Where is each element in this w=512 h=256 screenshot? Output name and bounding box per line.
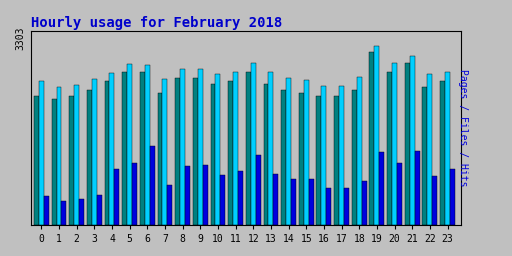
Bar (392, 63, 397, 225)
Text: Hourly usage for February 2018: Hourly usage for February 2018 (31, 16, 282, 29)
Bar (185, 166, 190, 225)
Bar (273, 174, 279, 225)
Bar (255, 155, 261, 225)
Bar (233, 72, 238, 225)
Bar (334, 96, 339, 225)
Bar (299, 93, 304, 225)
Bar (251, 63, 255, 225)
Bar (140, 72, 145, 225)
Bar (34, 96, 39, 225)
Bar (87, 90, 92, 225)
Bar (432, 176, 437, 225)
Bar (110, 73, 115, 225)
Bar (286, 78, 291, 225)
Bar (316, 96, 322, 225)
Bar (79, 199, 84, 225)
Bar (150, 146, 155, 225)
Bar (198, 69, 203, 225)
Bar (379, 152, 385, 225)
Bar (180, 69, 185, 225)
Bar (69, 96, 74, 225)
Bar (52, 99, 56, 225)
Bar (216, 74, 220, 225)
Bar (44, 196, 49, 225)
Bar (445, 71, 450, 225)
Bar (132, 163, 137, 225)
Bar (415, 151, 420, 225)
Bar (97, 195, 102, 225)
Bar (322, 86, 326, 225)
Bar (361, 180, 367, 225)
Bar (304, 80, 309, 225)
Bar (203, 165, 208, 225)
Bar (122, 72, 127, 225)
Bar (238, 171, 243, 225)
Bar (162, 79, 167, 225)
Bar (175, 78, 180, 225)
Bar (428, 74, 432, 225)
Bar (352, 90, 357, 225)
Bar (387, 72, 392, 225)
Bar (228, 81, 233, 225)
Bar (264, 84, 268, 225)
Bar (397, 163, 402, 225)
Bar (344, 188, 349, 225)
Bar (158, 93, 162, 225)
Bar (291, 179, 296, 225)
Bar (115, 169, 119, 225)
Bar (374, 46, 379, 225)
Bar (281, 90, 286, 225)
Bar (422, 87, 428, 225)
Bar (92, 79, 97, 225)
Bar (193, 78, 198, 225)
Bar (56, 87, 61, 225)
Bar (210, 84, 216, 225)
Bar (74, 85, 79, 225)
Bar (104, 81, 110, 225)
Bar (167, 185, 173, 225)
Bar (220, 175, 225, 225)
Bar (370, 51, 374, 225)
Bar (440, 81, 445, 225)
Bar (145, 65, 150, 225)
Bar (61, 200, 67, 225)
Y-axis label: Pages / Files / Hits: Pages / Files / Hits (458, 69, 468, 187)
Bar (127, 65, 132, 225)
Bar (268, 72, 273, 225)
Bar (405, 63, 410, 225)
Bar (326, 188, 331, 225)
Bar (450, 169, 455, 225)
Bar (339, 86, 344, 225)
Bar (39, 81, 44, 225)
Bar (357, 77, 361, 225)
Bar (246, 72, 251, 225)
Bar (309, 179, 314, 225)
Bar (410, 56, 415, 225)
